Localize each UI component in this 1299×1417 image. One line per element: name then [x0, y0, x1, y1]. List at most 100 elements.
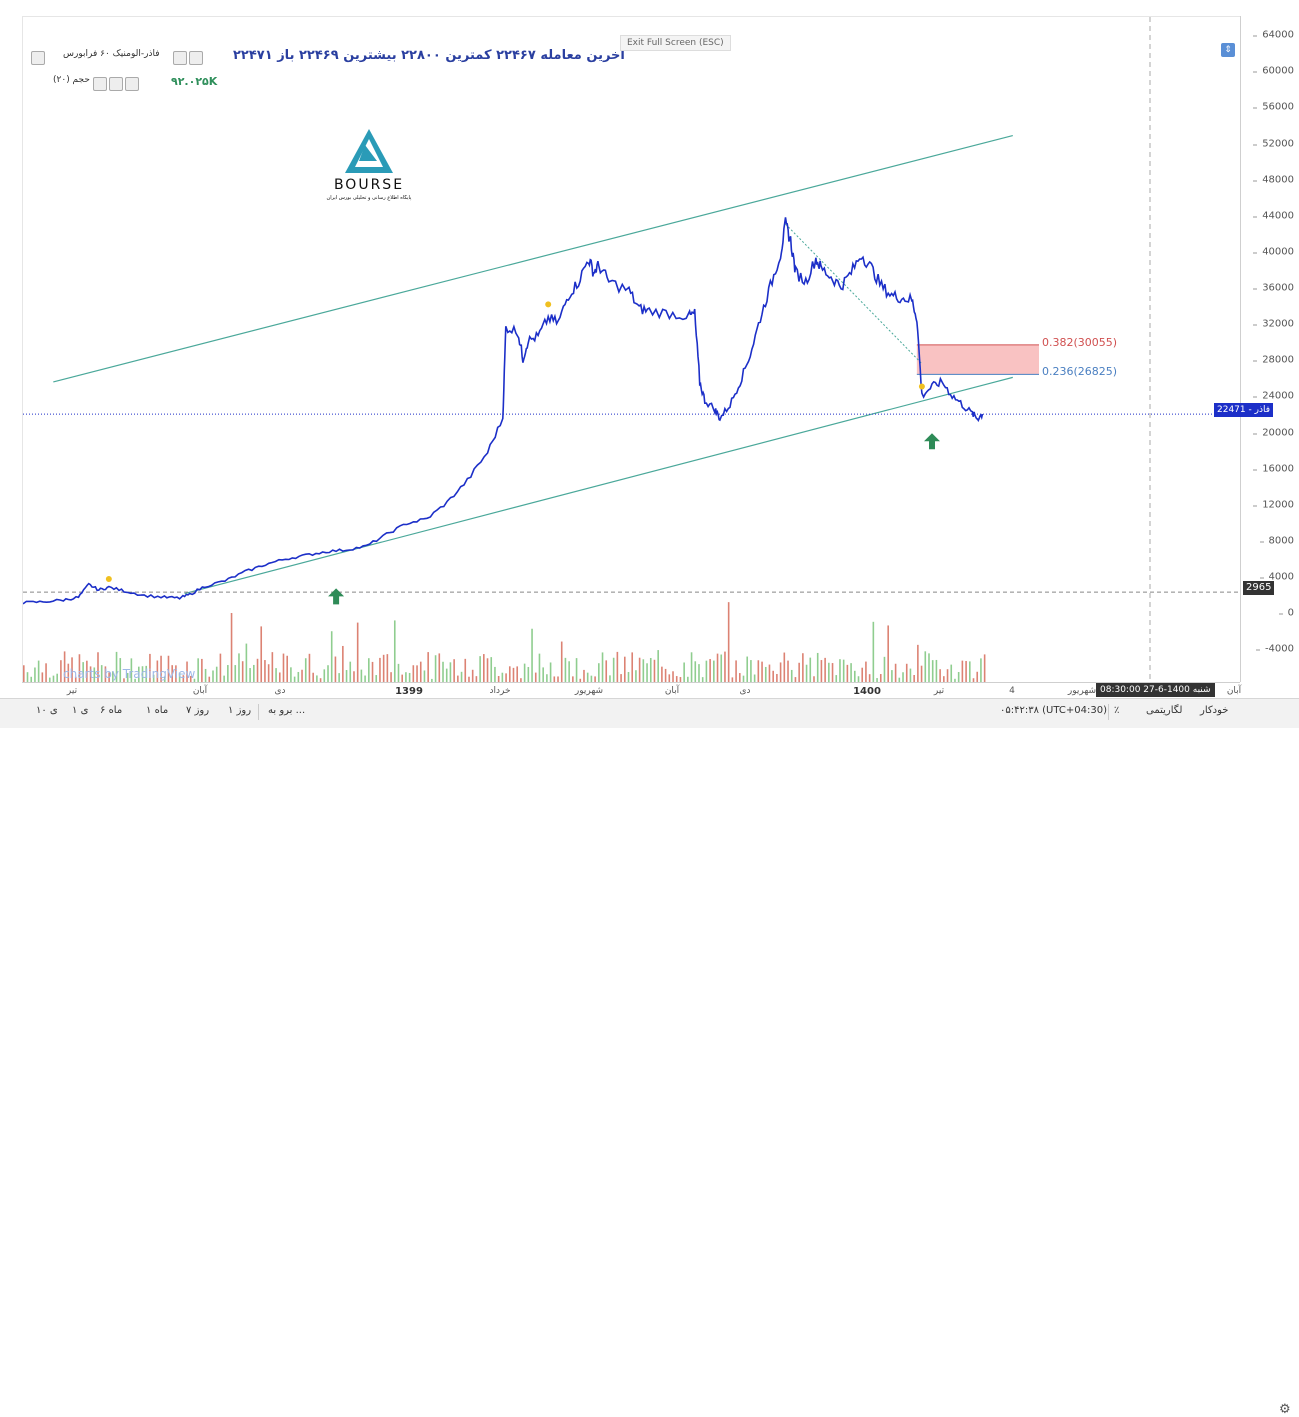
- volume-bar: [37, 660, 40, 683]
- volume-bar: [41, 672, 44, 683]
- volume-bar: [853, 670, 856, 683]
- volume-bar: [835, 675, 838, 683]
- gear-icon[interactable]: ⚙: [1279, 1402, 1291, 1417]
- volume-bar: [761, 661, 763, 683]
- volume-bar: [45, 663, 47, 683]
- volume-bar: [935, 659, 938, 683]
- volume-bar: [879, 674, 882, 683]
- volume-bar: [215, 666, 218, 683]
- price-tick: 16000: [1253, 463, 1294, 475]
- range-button-10y[interactable]: ۱۰ ی: [36, 705, 58, 716]
- volume-bar: [846, 664, 849, 683]
- range-button-7d[interactable]: ۷ روز: [186, 705, 210, 716]
- volume-bar: [163, 676, 166, 683]
- volume-bar: [798, 662, 800, 683]
- range-button-1d[interactable]: ۱ روز: [228, 705, 252, 716]
- volume-bar: [197, 658, 199, 683]
- time-axis[interactable]: تیر آبان دی 1399 خرداد شهریور آبان دی 14…: [22, 682, 1242, 699]
- tradingview-watermark[interactable]: charts by TradingView: [63, 667, 196, 681]
- logo-mark-icon: [345, 129, 393, 173]
- volume-bar: [460, 671, 463, 683]
- log-toggle[interactable]: لگاریتمی: [1146, 705, 1183, 716]
- volume-bar: [230, 613, 233, 683]
- volume-bar: [67, 663, 70, 683]
- volume-bar: [746, 656, 749, 683]
- volume-bar: [100, 665, 103, 683]
- fib-level-0382: 0.382(30055): [1042, 336, 1118, 349]
- volume-bar: [516, 666, 519, 683]
- volume-bar: [894, 663, 897, 683]
- volume-bar: [438, 653, 441, 683]
- chart-pane[interactable]: فاذر-الومنیک ۶۰ فرابورس ۲۲۴۷۱ آخرین معام…: [22, 16, 1241, 683]
- volume-hide-icon[interactable]: [109, 77, 123, 91]
- volume-bar: [672, 671, 674, 683]
- percent-toggle[interactable]: ٪: [1114, 705, 1120, 716]
- volume-close-icon[interactable]: [125, 77, 139, 91]
- volume-bar: [642, 659, 645, 683]
- volume-bar: [646, 663, 648, 683]
- volume-bar: [468, 676, 470, 683]
- range-button-6m[interactable]: ۶ ماه: [100, 705, 123, 716]
- volume-bar: [264, 660, 266, 683]
- volume-bar: [876, 678, 878, 683]
- utc-time[interactable]: ۰۵:۴۲:۳۸ (UTC+04:30): [1000, 705, 1107, 716]
- price-chart[interactable]: [23, 17, 1241, 683]
- volume-bar: [390, 672, 392, 683]
- volume-bar: [453, 659, 455, 683]
- volume-bar: [405, 672, 407, 683]
- price-tick: 56000: [1253, 101, 1294, 113]
- volume-bar: [616, 651, 619, 683]
- legend-settings-icon[interactable]: [173, 51, 187, 65]
- volume-bar: [416, 665, 418, 683]
- time-tick: تیر: [933, 686, 945, 696]
- volume-bar: [905, 663, 908, 683]
- range-button-1y[interactable]: ۱ ی: [72, 705, 89, 716]
- volume-bar: [605, 660, 608, 683]
- volume-bar: [260, 626, 263, 683]
- volume-bar: [208, 676, 211, 683]
- time-tick: آبان: [1226, 686, 1242, 696]
- volume-bar: [397, 663, 400, 683]
- volume-bar: [538, 653, 541, 683]
- volume-bar: [423, 670, 426, 683]
- volume-bar: [779, 662, 782, 683]
- collapse-legend-button[interactable]: [31, 51, 45, 65]
- goto-date-button[interactable]: برو به ...: [268, 705, 306, 716]
- volume-bar: [623, 656, 626, 683]
- volume-bar: [917, 644, 919, 683]
- scale-toggle-icon[interactable]: ⇕: [1221, 43, 1235, 57]
- time-tick: شهریور: [574, 686, 604, 696]
- exit-fullscreen-button[interactable]: Exit Full Screen (ESC): [620, 35, 731, 51]
- volume-bar: [928, 653, 930, 683]
- volume-label: حجم (۲۰): [53, 75, 90, 85]
- volume-bar: [63, 651, 66, 683]
- volume-bar: [839, 659, 841, 683]
- volume-bar: [750, 660, 752, 683]
- volume-bar: [431, 678, 433, 683]
- volume-bar: [690, 652, 693, 683]
- volume-bar: [553, 676, 556, 683]
- volume-bar: [497, 676, 500, 683]
- volume-bar: [186, 661, 188, 683]
- volume-bar: [323, 669, 326, 683]
- volume-bar: [360, 669, 363, 683]
- price-tick: 12000: [1253, 499, 1294, 511]
- legend-hide-icon[interactable]: [189, 51, 203, 65]
- volume-bar: [282, 653, 285, 683]
- price-axis[interactable]: 64000 60000 56000 52000 48000 44000 4000…: [1240, 16, 1299, 682]
- range-button-1m[interactable]: ۱ ماه: [146, 705, 169, 716]
- volume-bar: [505, 673, 507, 683]
- volume-bar: [238, 653, 240, 683]
- volume-bar: [980, 658, 982, 683]
- volume-bar: [508, 666, 511, 683]
- volume-bar: [731, 677, 734, 683]
- price-tick: 40000: [1253, 246, 1294, 258]
- auto-toggle[interactable]: خودکار: [1200, 705, 1229, 716]
- channel-lower-line: [184, 376, 1013, 595]
- volume-bar: [831, 663, 834, 683]
- price-tick: 44000: [1253, 210, 1294, 222]
- volume-bar: [531, 628, 533, 683]
- volume-bar: [156, 660, 159, 683]
- fib-trend-line: [785, 223, 923, 365]
- volume-settings-icon[interactable]: [93, 77, 107, 91]
